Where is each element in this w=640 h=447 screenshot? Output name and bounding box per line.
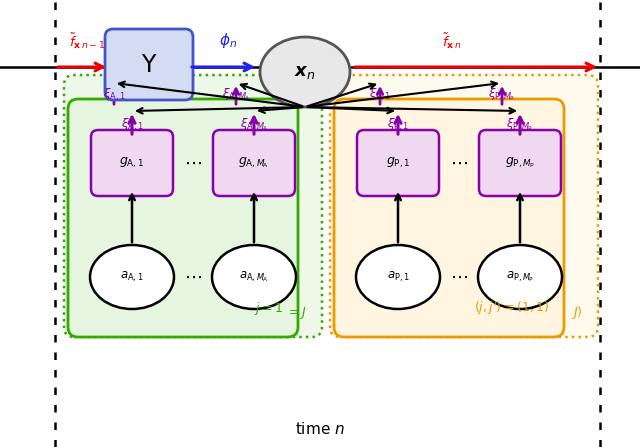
Text: $g_{\mathrm{A},M_{\!\mathrm{A}}}$: $g_{\mathrm{A},M_{\!\mathrm{A}}}$	[239, 156, 269, 170]
Text: $\xi_{\mathrm{P},1}$: $\xi_{\mathrm{P},1}$	[369, 87, 391, 103]
Text: $\cdots$: $\cdots$	[450, 268, 468, 286]
Text: $\boldsymbol{x}_n$: $\boldsymbol{x}_n$	[294, 63, 316, 81]
Text: $\xi_{\mathrm{A},M_{\!\mathrm{A}}}$: $\xi_{\mathrm{A},M_{\!\mathrm{A}}}$	[240, 116, 268, 133]
Text: $a_{\mathrm{P},M_{\!\mathrm{P}}}$: $a_{\mathrm{P},M_{\!\mathrm{P}}}$	[506, 270, 534, 284]
FancyBboxPatch shape	[105, 29, 193, 100]
Text: $\xi_{\mathrm{A},M_{\!\mathrm{A}}}$: $\xi_{\mathrm{A},M_{\!\mathrm{A}}}$	[221, 86, 250, 103]
Text: $J)$: $J)$	[572, 304, 583, 321]
FancyBboxPatch shape	[334, 99, 564, 337]
Text: $\phi_n$: $\phi_n$	[219, 31, 237, 51]
Text: $a_{\mathrm{A},M_{\!\mathrm{A}}}$: $a_{\mathrm{A},M_{\!\mathrm{A}}}$	[239, 270, 269, 284]
FancyBboxPatch shape	[68, 99, 298, 337]
Text: $\cdots$: $\cdots$	[184, 268, 202, 286]
Text: $\xi_{\mathrm{A},1}$: $\xi_{\mathrm{A},1}$	[102, 87, 125, 103]
Text: $a_{\mathrm{A},1}$: $a_{\mathrm{A},1}$	[120, 270, 144, 284]
Text: $(j,j^\prime) = (1,1)$: $(j,j^\prime) = (1,1)$	[474, 299, 549, 317]
Text: time $n$: time $n$	[295, 421, 345, 437]
Text: $\xi_{\mathrm{P},1}$: $\xi_{\mathrm{P},1}$	[387, 117, 409, 133]
Text: $j = 1$: $j = 1$	[254, 300, 283, 317]
Text: $g_{\mathrm{P},M_{\!\mathrm{P}}}$: $g_{\mathrm{P},M_{\!\mathrm{P}}}$	[505, 156, 535, 170]
Ellipse shape	[478, 245, 562, 309]
Text: $= J$: $= J$	[286, 305, 307, 321]
Ellipse shape	[260, 37, 350, 107]
Text: $\Upsilon$: $\Upsilon$	[141, 52, 157, 76]
Text: $g_{\mathrm{P},1}$: $g_{\mathrm{P},1}$	[386, 156, 410, 170]
Text: $\xi_{\mathrm{A},1}$: $\xi_{\mathrm{A},1}$	[120, 117, 143, 133]
FancyBboxPatch shape	[64, 75, 322, 337]
Ellipse shape	[212, 245, 296, 309]
Text: $\cdots$: $\cdots$	[184, 154, 202, 172]
FancyBboxPatch shape	[479, 130, 561, 196]
Ellipse shape	[90, 245, 174, 309]
Text: $\tilde{f}_{\mathbf{x}\,n-1}$: $\tilde{f}_{\mathbf{x}\,n-1}$	[68, 31, 105, 51]
FancyBboxPatch shape	[330, 75, 598, 337]
Text: $\xi_{\mathrm{P},M_{\!\mathrm{P}}}$: $\xi_{\mathrm{P},M_{\!\mathrm{P}}}$	[506, 116, 534, 133]
Text: $\xi_{\mathrm{P},M_{\!\mathrm{P}}}$: $\xi_{\mathrm{P},M_{\!\mathrm{P}}}$	[488, 86, 516, 103]
Text: $\cdots$: $\cdots$	[450, 154, 468, 172]
Ellipse shape	[356, 245, 440, 309]
FancyBboxPatch shape	[91, 130, 173, 196]
Text: $\tilde{f}_{\mathbf{x}\,n}$: $\tilde{f}_{\mathbf{x}\,n}$	[442, 31, 461, 51]
FancyBboxPatch shape	[357, 130, 439, 196]
FancyBboxPatch shape	[213, 130, 295, 196]
Text: $g_{\mathrm{A},1}$: $g_{\mathrm{A},1}$	[120, 156, 145, 170]
Text: $a_{\mathrm{P},1}$: $a_{\mathrm{P},1}$	[387, 270, 410, 284]
